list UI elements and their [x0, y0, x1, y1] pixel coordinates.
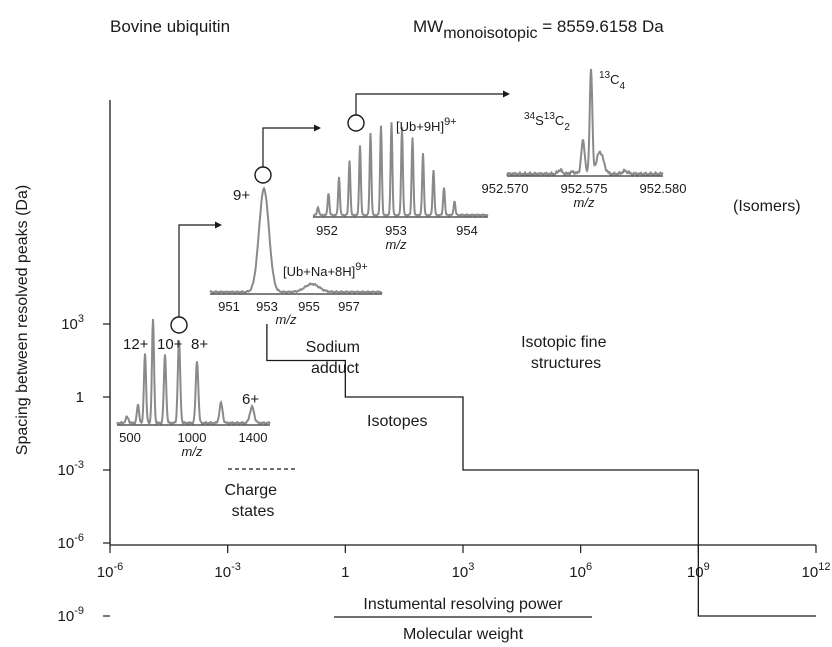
- inset3-connector: [355, 93, 504, 115]
- inset-isotopic-fine: 13C4 34S13C2 952.570 952.575 952.580 m/z: [482, 68, 687, 210]
- spectrum-sodium-adduct: [209, 186, 383, 295]
- inset2-tick-957: 957: [338, 299, 360, 314]
- inset2-tick-951: 951: [218, 299, 240, 314]
- inset1-peak-8: 8+: [191, 336, 208, 353]
- inset4-tick-952570: 952.570: [482, 181, 529, 196]
- inset2-axis-label: m/z: [276, 312, 297, 327]
- inset1-peak-10: 10+: [157, 336, 183, 353]
- inset4-axis-label: m/z: [574, 195, 595, 210]
- y-tick-label: 1: [76, 389, 84, 406]
- y-tick-label: 10-6: [58, 532, 84, 552]
- inset-sodium-adduct: 9+ [Ub+Na+8H]9+ 951 953 955 957 m/z: [209, 124, 383, 327]
- x-tick-label: 1: [341, 564, 349, 581]
- x-tick-label: 1012: [802, 561, 831, 581]
- inset2-arrowhead: [314, 124, 321, 132]
- inset1-peak-6: 6+: [242, 391, 259, 408]
- label-charge-states: Charge states: [225, 482, 282, 520]
- y-tick-label: 103: [61, 313, 84, 333]
- x-tick-label: 106: [569, 561, 592, 581]
- inset2-marker: [254, 166, 272, 184]
- header-left: Bovine ubiquitin: [110, 17, 230, 36]
- inset4-label-13c4: 13C4: [599, 70, 626, 92]
- inset1-tick-1400: 1400: [239, 430, 268, 445]
- y-tick-label: 10-3: [58, 459, 84, 479]
- x-tick-label: 109: [687, 561, 710, 581]
- inset4-label-34s13c2: 34S13C2: [524, 111, 570, 133]
- x-ticks: 10-6 10-3 1 103 106 109 1012: [97, 545, 831, 581]
- inset1-marker: [170, 316, 188, 334]
- inset1-tick-500: 500: [119, 430, 141, 445]
- header-right: MWmonoisotopic = 8559.6158 Da: [413, 17, 664, 42]
- inset3-tick-954: 954: [456, 223, 478, 238]
- inset2-tick-953: 953: [256, 299, 278, 314]
- label-isomers: (Isomers): [733, 198, 801, 215]
- spectrum-isotopic-fine: [506, 68, 664, 178]
- inset1-peak-12: 12+: [123, 336, 149, 353]
- inset2-tick-955: 955: [298, 299, 320, 314]
- inset1-arrowhead: [215, 221, 222, 229]
- inset2-connector: [262, 127, 315, 167]
- inset3-ion-label: [Ub+9H]9+: [396, 116, 457, 134]
- inset2-adduct-label: [Ub+Na+8H]9+: [283, 261, 368, 279]
- inset3-tick-952: 952: [316, 223, 338, 238]
- label-isotopic-fine: Isotopic fine structures: [521, 334, 611, 372]
- inset4-tick-952575: 952.575: [561, 181, 608, 196]
- label-sodium-adduct: Sodium adduct: [306, 339, 365, 377]
- inset2-peak-9: 9+: [233, 187, 250, 204]
- spectrum-charge-states: [116, 318, 271, 426]
- spectrum-isotopes: [312, 122, 489, 217]
- inset-isotopes: [Ub+9H]9+ 952 953 954 m/z: [312, 90, 510, 252]
- inset1-connector: [178, 224, 216, 317]
- y-tick-label: 10-9: [58, 605, 84, 625]
- x-tick-label: 103: [452, 561, 475, 581]
- inset3-tick-953: 953: [385, 223, 407, 238]
- x-tick-label: 10-6: [97, 561, 123, 581]
- inset3-arrowhead: [503, 90, 510, 98]
- x-axis-label-top: Instumental resolving power: [363, 596, 563, 613]
- inset-charge-states: 12+ 10+ 8+ 6+ 500 1000 1400 m/z: [116, 221, 271, 459]
- y-axis-label: Spacing between resolved peaks (Da): [14, 185, 31, 455]
- label-isotopes: Isotopes: [367, 413, 427, 430]
- inset3-axis-label: m/z: [386, 237, 407, 252]
- x-axis-label-bottom: Molecular weight: [403, 626, 524, 643]
- resolution-staircase: [266, 324, 816, 617]
- x-tick-label: 10-3: [214, 561, 240, 581]
- inset4-tick-952580: 952.580: [640, 181, 687, 196]
- inset1-tick-1000: 1000: [178, 430, 207, 445]
- inset3-marker: [347, 114, 365, 132]
- y-ticks: 10-9 10-6 10-3 1 103: [58, 313, 110, 625]
- inset1-axis-label: m/z: [182, 444, 203, 459]
